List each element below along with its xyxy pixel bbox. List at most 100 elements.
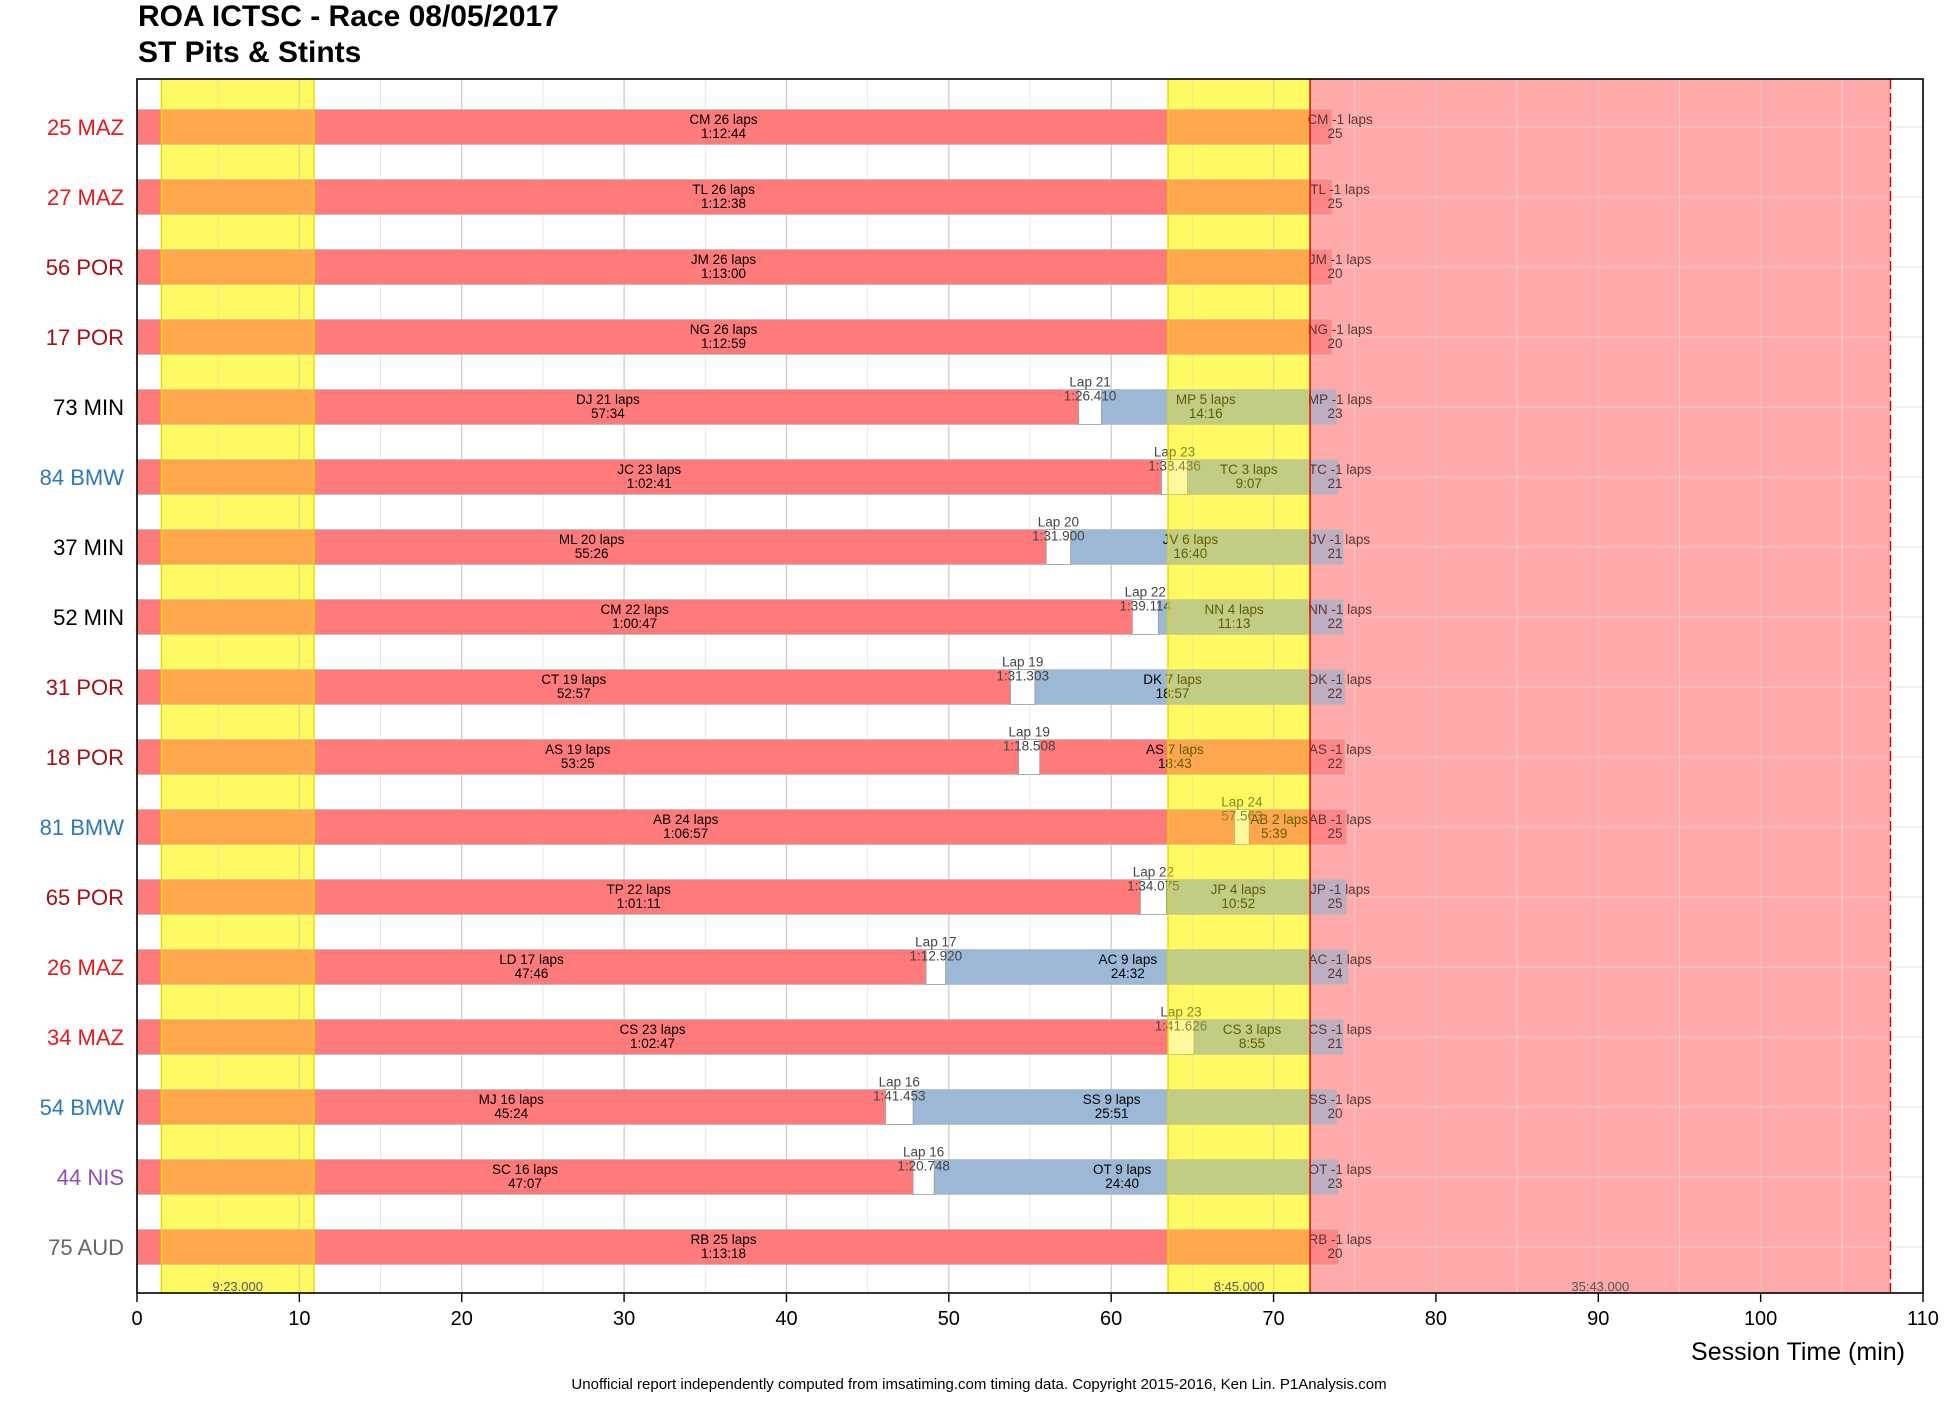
pit-time-label: 1:20.748 <box>897 1159 950 1174</box>
row-label: 65 POR <box>46 885 124 910</box>
pit-box <box>885 1089 914 1125</box>
pit-time-label: 1:34.075 <box>1127 879 1180 894</box>
x-tick-label: 40 <box>775 1308 797 1330</box>
stint-bar <box>136 1159 914 1195</box>
pit-box <box>1018 739 1041 775</box>
pit-box <box>1234 809 1250 845</box>
stint-label: CM 26 laps <box>689 112 758 127</box>
pit-lap-label: Lap 16 <box>879 1075 920 1090</box>
x-tick-label: 90 <box>1587 1308 1609 1330</box>
caution-band <box>1310 79 1891 1293</box>
pit-time-label: 1:31.303 <box>996 669 1049 684</box>
stint-label: DK -1 laps <box>1309 672 1372 687</box>
pit-time-label: 1:26.410 <box>1064 389 1117 404</box>
stint-label: RB 25 laps <box>691 1232 757 1247</box>
chart-subtitle: ST Pits & Stints <box>138 36 361 69</box>
stint-bar <box>1187 459 1311 495</box>
stint-duration: 47:07 <box>508 1176 542 1191</box>
pit-lap-label: Lap 21 <box>1069 375 1110 390</box>
stint-bar <box>1309 669 1346 705</box>
x-tick-label: 80 <box>1425 1308 1447 1330</box>
stint-duration: 1:12:38 <box>701 196 746 211</box>
stint-label: RB -1 laps <box>1309 1232 1372 1247</box>
row-label: 56 POR <box>46 255 124 280</box>
stint-bar <box>912 1089 1311 1125</box>
stint-duration: 23 <box>1328 406 1343 421</box>
row-label: 18 POR <box>46 745 124 770</box>
pit-lap-label: Lap 22 <box>1133 865 1174 880</box>
stint-label: LD 17 laps <box>499 952 564 967</box>
pit-box <box>1167 1019 1195 1055</box>
pit-lap-label: Lap 16 <box>903 1145 944 1160</box>
stint-duration: 22 <box>1328 756 1343 771</box>
pit-lap-label: Lap 22 <box>1125 585 1166 600</box>
stint-duration: 25 <box>1328 826 1343 841</box>
stint-duration: 1:12:59 <box>701 336 746 351</box>
x-tick-label: 70 <box>1262 1308 1284 1330</box>
stint-label: JV 6 laps <box>1163 532 1219 547</box>
stint-bar <box>1034 669 1311 705</box>
stint-bar <box>1309 809 1348 845</box>
chart-title: ROA ICTSC - Race 08/05/2017 <box>138 0 559 33</box>
stint-label: JP -1 laps <box>1310 882 1370 897</box>
x-tick-label: 110 <box>1907 1308 1939 1330</box>
stint-label: SC 16 laps <box>492 1162 558 1177</box>
stint-duration: 18:43 <box>1158 756 1192 771</box>
stint-duration: 20 <box>1328 266 1343 281</box>
stint-label: CS 23 laps <box>619 1022 685 1037</box>
row-label: 25 MAZ <box>47 115 124 140</box>
stint-label: AB 2 laps <box>1250 812 1308 827</box>
stint-bar <box>1309 459 1339 495</box>
stint-duration: 25 <box>1328 126 1343 141</box>
stint-label: TL -1 laps <box>1310 182 1370 197</box>
stint-label: NN -1 laps <box>1308 602 1372 617</box>
stint-duration: 20 <box>1328 336 1343 351</box>
stint-duration: 1:02:41 <box>627 476 672 491</box>
stint-label: CM 22 laps <box>601 602 670 617</box>
stint-label: MP -1 laps <box>1308 392 1373 407</box>
stint-duration: 1:13:00 <box>701 266 746 281</box>
stint-bar <box>1165 879 1311 915</box>
stint-label: OT 9 laps <box>1093 1162 1152 1177</box>
stint-label: AC 9 laps <box>1099 952 1158 967</box>
caution-overlay: 9:23.000 8:45.000 35:43.000 <box>160 79 1892 1294</box>
row-label: 44 NIS <box>57 1165 124 1190</box>
x-tick-label: 100 <box>1744 1308 1777 1330</box>
stint-bar <box>1309 1019 1344 1055</box>
row-label: 84 BMW <box>40 465 125 490</box>
stint-bar <box>136 739 1020 775</box>
stint-bar <box>1309 1089 1338 1125</box>
x-tick-label: 0 <box>131 1308 142 1330</box>
stint-label: MJ 16 laps <box>479 1092 545 1107</box>
stint-bar <box>1248 809 1311 845</box>
pit-time-label: 1:39.114 <box>1119 599 1171 614</box>
stint-label: SS -1 laps <box>1309 1092 1372 1107</box>
caution-overlay-band <box>161 79 314 1293</box>
stint-duration: 53:25 <box>561 756 595 771</box>
stint-label: TC -1 laps <box>1309 462 1372 477</box>
stint-label: SS 9 laps <box>1083 1092 1141 1107</box>
stint-duration: 23 <box>1328 1176 1343 1191</box>
stint-label: AB 24 laps <box>653 812 719 827</box>
stint-label: AS 7 laps <box>1146 742 1204 757</box>
row-label: 34 MAZ <box>47 1025 124 1050</box>
row-label: 73 MIN <box>53 395 124 420</box>
row-label: 81 BMW <box>40 815 125 840</box>
stint-duration: 21 <box>1328 1036 1343 1051</box>
stint-label: TC 3 laps <box>1220 462 1278 477</box>
pit-time-label: 1:12.920 <box>910 949 963 964</box>
stint-duration: 18:57 <box>1156 686 1190 701</box>
pit-lap-label: Lap 17 <box>915 935 956 950</box>
stint-label: TL 26 laps <box>692 182 755 197</box>
stint-duration: 24:32 <box>1111 966 1145 981</box>
row-label: 52 MIN <box>53 605 124 630</box>
row-label: 54 BMW <box>40 1095 125 1120</box>
stint-label: ML 20 laps <box>559 532 625 547</box>
x-axis: 0 10 20 30 40 50 60 70 80 90 100 110 <box>131 78 1939 1330</box>
pit-lap-label: Lap 19 <box>1009 725 1050 740</box>
stint-label: JC 23 laps <box>617 462 681 477</box>
stint-bar <box>933 1159 1311 1195</box>
stint-bar <box>1309 879 1348 915</box>
stint-duration: 47:46 <box>515 966 549 981</box>
stint-label: TP 22 laps <box>607 882 672 897</box>
